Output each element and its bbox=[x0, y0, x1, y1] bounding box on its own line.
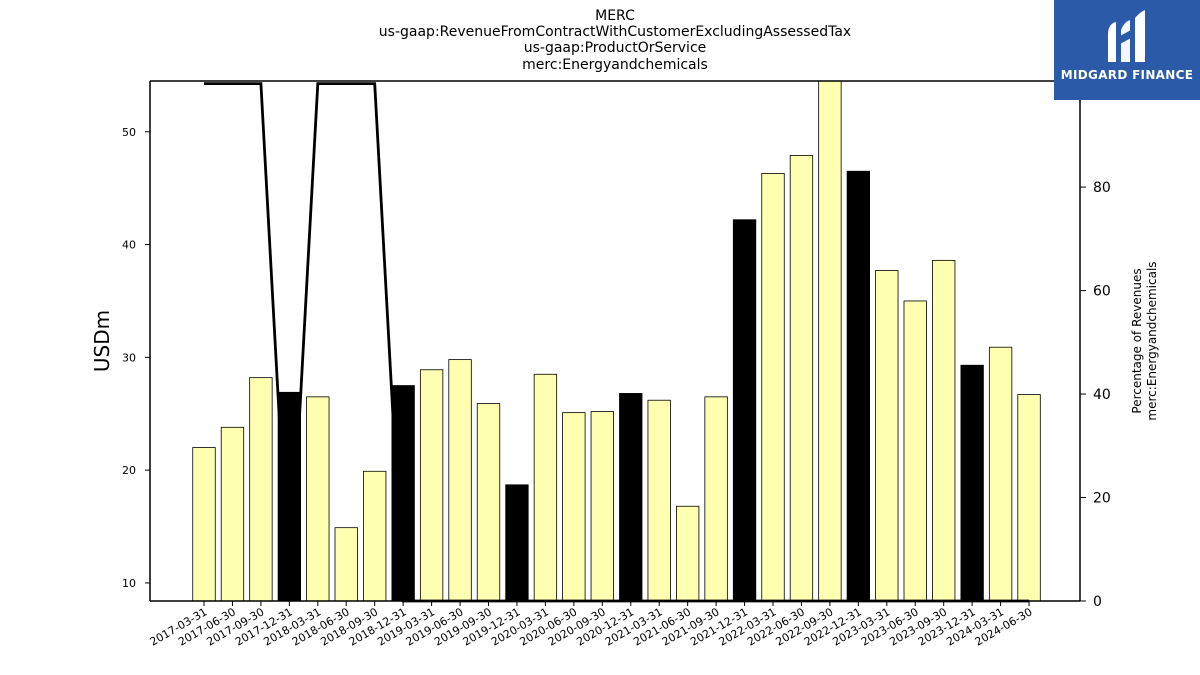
bar-2023-12-31 bbox=[960, 364, 984, 602]
bar-2017-12-31 bbox=[277, 391, 302, 602]
bar-2020-09-30 bbox=[590, 411, 614, 602]
bar-2021-12-31 bbox=[732, 219, 757, 602]
y-tick-label: 10 bbox=[122, 577, 136, 590]
bar-2020-03-31 bbox=[533, 373, 558, 602]
chart-title-line-4: merc:Energyandchemicals bbox=[522, 57, 708, 73]
bar-2022-06-30 bbox=[789, 155, 814, 602]
bar-2022-12-31 bbox=[846, 170, 870, 602]
y2-axis-label-line-2: merc:Energyandchemicals bbox=[1145, 261, 1159, 420]
y-axis-label: USDm bbox=[90, 310, 114, 372]
bar-2017-06-30 bbox=[220, 426, 245, 602]
midgard-logo-icon bbox=[1108, 10, 1145, 62]
y-tick-label: 50 bbox=[122, 126, 136, 139]
bar-2020-06-30 bbox=[562, 412, 586, 602]
bar-2021-03-31 bbox=[647, 399, 671, 602]
y2-tick-label: 0 bbox=[1093, 594, 1102, 610]
y2-tick-label: 60 bbox=[1093, 284, 1111, 300]
bar-2022-03-31 bbox=[761, 173, 785, 602]
bar-2024-03-31 bbox=[988, 346, 1013, 602]
bar-2018-06-30 bbox=[334, 527, 358, 602]
bar-group bbox=[192, 80, 1041, 602]
bar-2021-06-30 bbox=[676, 505, 700, 602]
bar-2017-09-30 bbox=[249, 377, 273, 602]
chart-title-line-1: MERC bbox=[595, 8, 635, 24]
bar-2021-09-30 bbox=[704, 396, 728, 602]
bar-2018-09-30 bbox=[363, 470, 387, 602]
logo-text: MIDGARD FINANCE bbox=[1060, 68, 1194, 82]
bar-2020-12-31 bbox=[619, 393, 643, 602]
bar-2019-03-31 bbox=[419, 369, 444, 602]
bar-2022-09-30 bbox=[818, 80, 842, 602]
bar-2018-12-31 bbox=[391, 385, 415, 602]
y-tick-label: 20 bbox=[122, 464, 136, 477]
midgard-finance-logo: MIDGARD FINANCE bbox=[1054, 0, 1200, 100]
bar-2019-09-30 bbox=[476, 403, 501, 602]
bar-2019-12-31 bbox=[505, 484, 529, 602]
bar-2024-06-30 bbox=[1017, 394, 1041, 602]
bar-2017-03-31 bbox=[192, 447, 216, 602]
y2-tick-label: 80 bbox=[1093, 180, 1111, 196]
y-tick-label: 40 bbox=[122, 239, 136, 252]
chart-title-line-2: us-gaap:RevenueFromContractWithCustomerE… bbox=[378, 24, 852, 40]
bar-2018-03-31 bbox=[306, 396, 330, 602]
bar-2023-03-31 bbox=[875, 270, 899, 602]
y-tick-label: 30 bbox=[122, 351, 136, 364]
chart-title-line-3: us-gaap:ProductOrService bbox=[523, 40, 707, 56]
y2-tick-label: 20 bbox=[1093, 491, 1111, 507]
y2-axis-label-line-1: Percentage of Revenues bbox=[1130, 268, 1144, 413]
y2-tick-label: 40 bbox=[1093, 387, 1111, 403]
bar-2023-06-30 bbox=[903, 300, 927, 602]
bar-2019-06-30 bbox=[448, 359, 472, 602]
bar-2023-09-30 bbox=[932, 259, 956, 602]
